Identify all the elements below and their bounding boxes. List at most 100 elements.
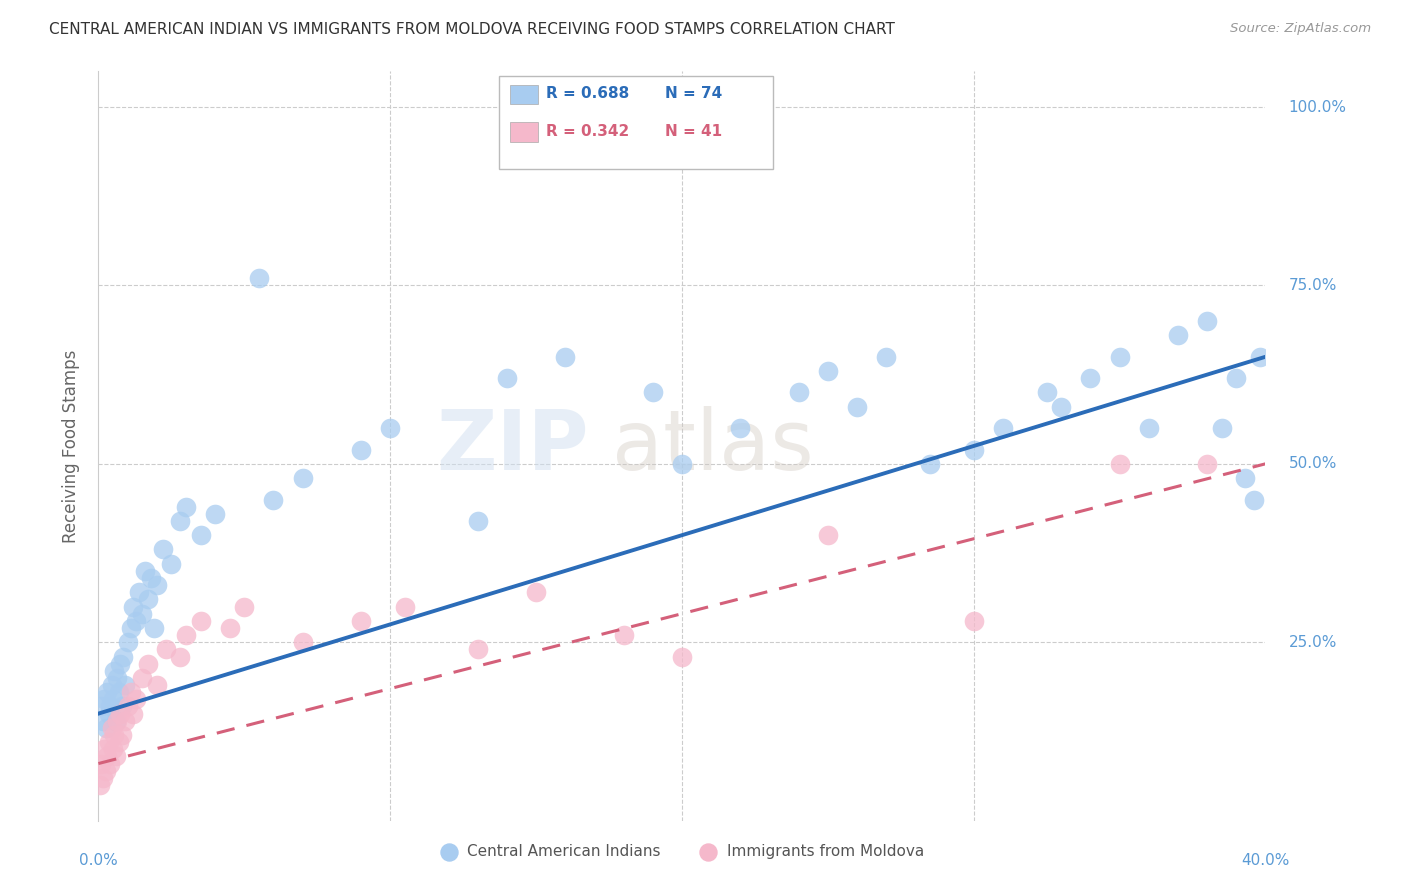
Legend: Central American Indians, Immigrants from Moldova: Central American Indians, Immigrants fro…: [434, 838, 929, 865]
Point: [108, 735, 131, 749]
Point: [991, 421, 1014, 435]
Point: [142, 621, 165, 635]
Point: [111, 699, 134, 714]
Point: [104, 714, 127, 728]
Point: [190, 614, 212, 628]
Text: R = 0.342: R = 0.342: [546, 124, 628, 138]
Point: [467, 514, 489, 528]
Text: 40.0%: 40.0%: [1241, 853, 1289, 868]
Point: [100, 721, 122, 735]
Text: R = 0.688: R = 0.688: [546, 87, 628, 101]
Point: [105, 671, 128, 685]
Point: [97, 706, 120, 721]
Point: [169, 514, 191, 528]
Point: [174, 628, 197, 642]
Point: [96, 685, 118, 699]
Point: [136, 657, 159, 671]
Point: [110, 706, 132, 721]
Point: [122, 599, 145, 614]
Point: [111, 728, 134, 742]
Point: [100, 678, 122, 692]
Point: [122, 706, 145, 721]
Point: [1233, 471, 1256, 485]
Point: [671, 649, 693, 664]
Point: [98, 699, 121, 714]
Point: [554, 350, 576, 364]
Point: [112, 649, 135, 664]
Point: [103, 664, 125, 678]
Point: [1197, 457, 1219, 471]
Point: [120, 685, 142, 699]
Point: [918, 457, 941, 471]
Point: [89, 778, 111, 792]
Point: [962, 442, 984, 457]
Point: [128, 585, 150, 599]
Point: [671, 457, 693, 471]
Point: [394, 599, 416, 614]
Text: 50.0%: 50.0%: [1289, 457, 1337, 471]
Point: [93, 692, 115, 706]
Point: [1108, 350, 1130, 364]
Point: [641, 385, 664, 400]
Text: 100.0%: 100.0%: [1289, 100, 1347, 114]
Text: 25.0%: 25.0%: [1289, 635, 1337, 649]
Point: [730, 421, 752, 435]
Text: Source: ZipAtlas.com: Source: ZipAtlas.com: [1230, 22, 1371, 36]
Point: [98, 756, 121, 771]
Point: [1225, 371, 1247, 385]
Point: [152, 542, 174, 557]
Point: [291, 635, 314, 649]
Point: [114, 714, 136, 728]
Point: [155, 642, 177, 657]
Point: [613, 628, 636, 642]
Point: [90, 756, 112, 771]
Point: [350, 442, 373, 457]
Point: [1249, 350, 1271, 364]
Point: [1035, 385, 1057, 400]
Point: [263, 492, 285, 507]
Point: [467, 642, 489, 657]
Point: [233, 599, 256, 614]
Point: [108, 685, 131, 699]
Point: [105, 714, 128, 728]
Point: [204, 507, 226, 521]
Text: ZIP: ZIP: [436, 406, 589, 486]
Point: [146, 578, 169, 592]
Point: [131, 607, 153, 621]
Point: [1243, 492, 1265, 507]
Point: [875, 350, 897, 364]
Point: [139, 571, 162, 585]
Point: [350, 614, 373, 628]
Text: N = 74: N = 74: [665, 87, 723, 101]
Y-axis label: Receiving Food Stamps: Receiving Food Stamps: [62, 350, 80, 542]
Point: [496, 371, 519, 385]
Point: [1167, 328, 1189, 343]
Point: [96, 749, 118, 764]
Point: [136, 592, 159, 607]
Point: [169, 649, 191, 664]
Point: [846, 400, 869, 414]
Point: [247, 271, 270, 285]
Text: N = 41: N = 41: [665, 124, 723, 138]
Point: [962, 614, 984, 628]
Point: [91, 714, 114, 728]
Point: [117, 635, 139, 649]
Point: [218, 621, 240, 635]
Point: [94, 721, 117, 735]
Point: [103, 728, 125, 742]
Point: [190, 528, 212, 542]
Point: [101, 742, 124, 756]
Point: [787, 385, 810, 400]
Text: CENTRAL AMERICAN INDIAN VS IMMIGRANTS FROM MOLDOVA RECEIVING FOOD STAMPS CORRELA: CENTRAL AMERICAN INDIAN VS IMMIGRANTS FR…: [49, 22, 896, 37]
Point: [94, 764, 117, 778]
Point: [93, 742, 115, 756]
Point: [291, 471, 314, 485]
Point: [1137, 421, 1160, 435]
Text: atlas: atlas: [612, 406, 814, 486]
Point: [817, 528, 839, 542]
Point: [120, 621, 142, 635]
Point: [1050, 400, 1073, 414]
Point: [97, 735, 120, 749]
Text: 75.0%: 75.0%: [1289, 278, 1337, 293]
Point: [174, 500, 197, 514]
